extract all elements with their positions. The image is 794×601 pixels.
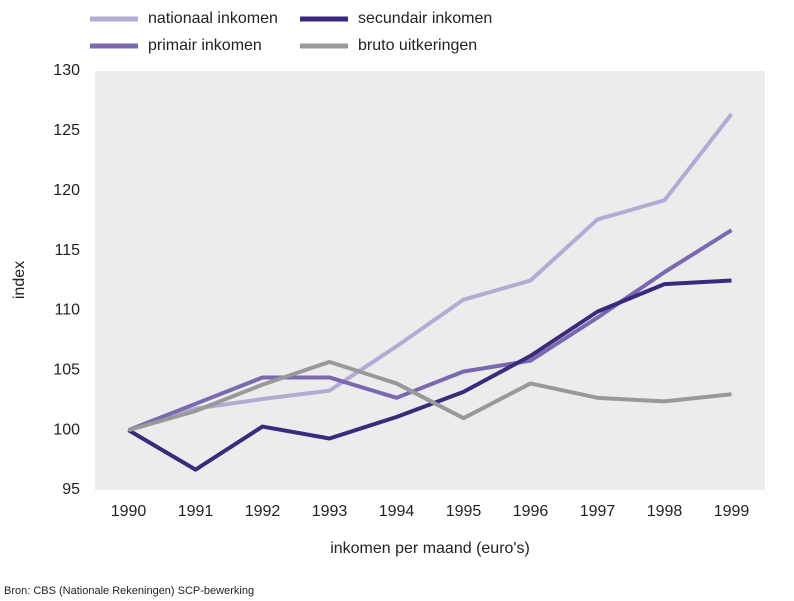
x-tick-label: 1990 (111, 503, 147, 520)
x-tick-label: 1993 (312, 503, 348, 520)
y-tick-label: 120 (53, 182, 80, 199)
y-tick-label: 100 (53, 421, 80, 438)
line-series (127, 359, 732, 433)
legend-label: nationaal inkomen (148, 10, 278, 27)
x-tick-label: 1994 (379, 503, 415, 520)
line-series (127, 112, 734, 433)
x-tick-label: 1998 (647, 503, 683, 520)
legend-label: primair inkomen (148, 37, 262, 54)
plot-area (95, 71, 765, 490)
source: Bron: CBS (Nationale Rekeningen) SCP-bew… (4, 585, 254, 597)
y-tick-label: 105 (53, 362, 80, 379)
y-axis-label: index (11, 261, 28, 299)
legend-label: bruto uitkeringen (358, 37, 477, 54)
x-tick-label: 1996 (513, 503, 549, 520)
y-tick-label: 115 (54, 242, 80, 259)
line-series (127, 228, 733, 433)
line-series (127, 278, 732, 472)
y-tick-label: 125 (53, 122, 80, 139)
x-tick-label: 1997 (580, 503, 616, 520)
x-axis-label: inkomen per maand (euro's) (330, 540, 530, 557)
x-tick-label: 1999 (714, 503, 750, 520)
y-tick-label: 110 (54, 302, 80, 319)
legend-label: secundair inkomen (358, 10, 492, 27)
x-tick-label: 1992 (245, 503, 281, 520)
y-tick-label: 95 (62, 481, 80, 498)
x-tick-label: 1991 (178, 503, 214, 520)
x-tick-label: 1995 (446, 503, 482, 520)
y-tick-label: 130 (53, 62, 80, 79)
